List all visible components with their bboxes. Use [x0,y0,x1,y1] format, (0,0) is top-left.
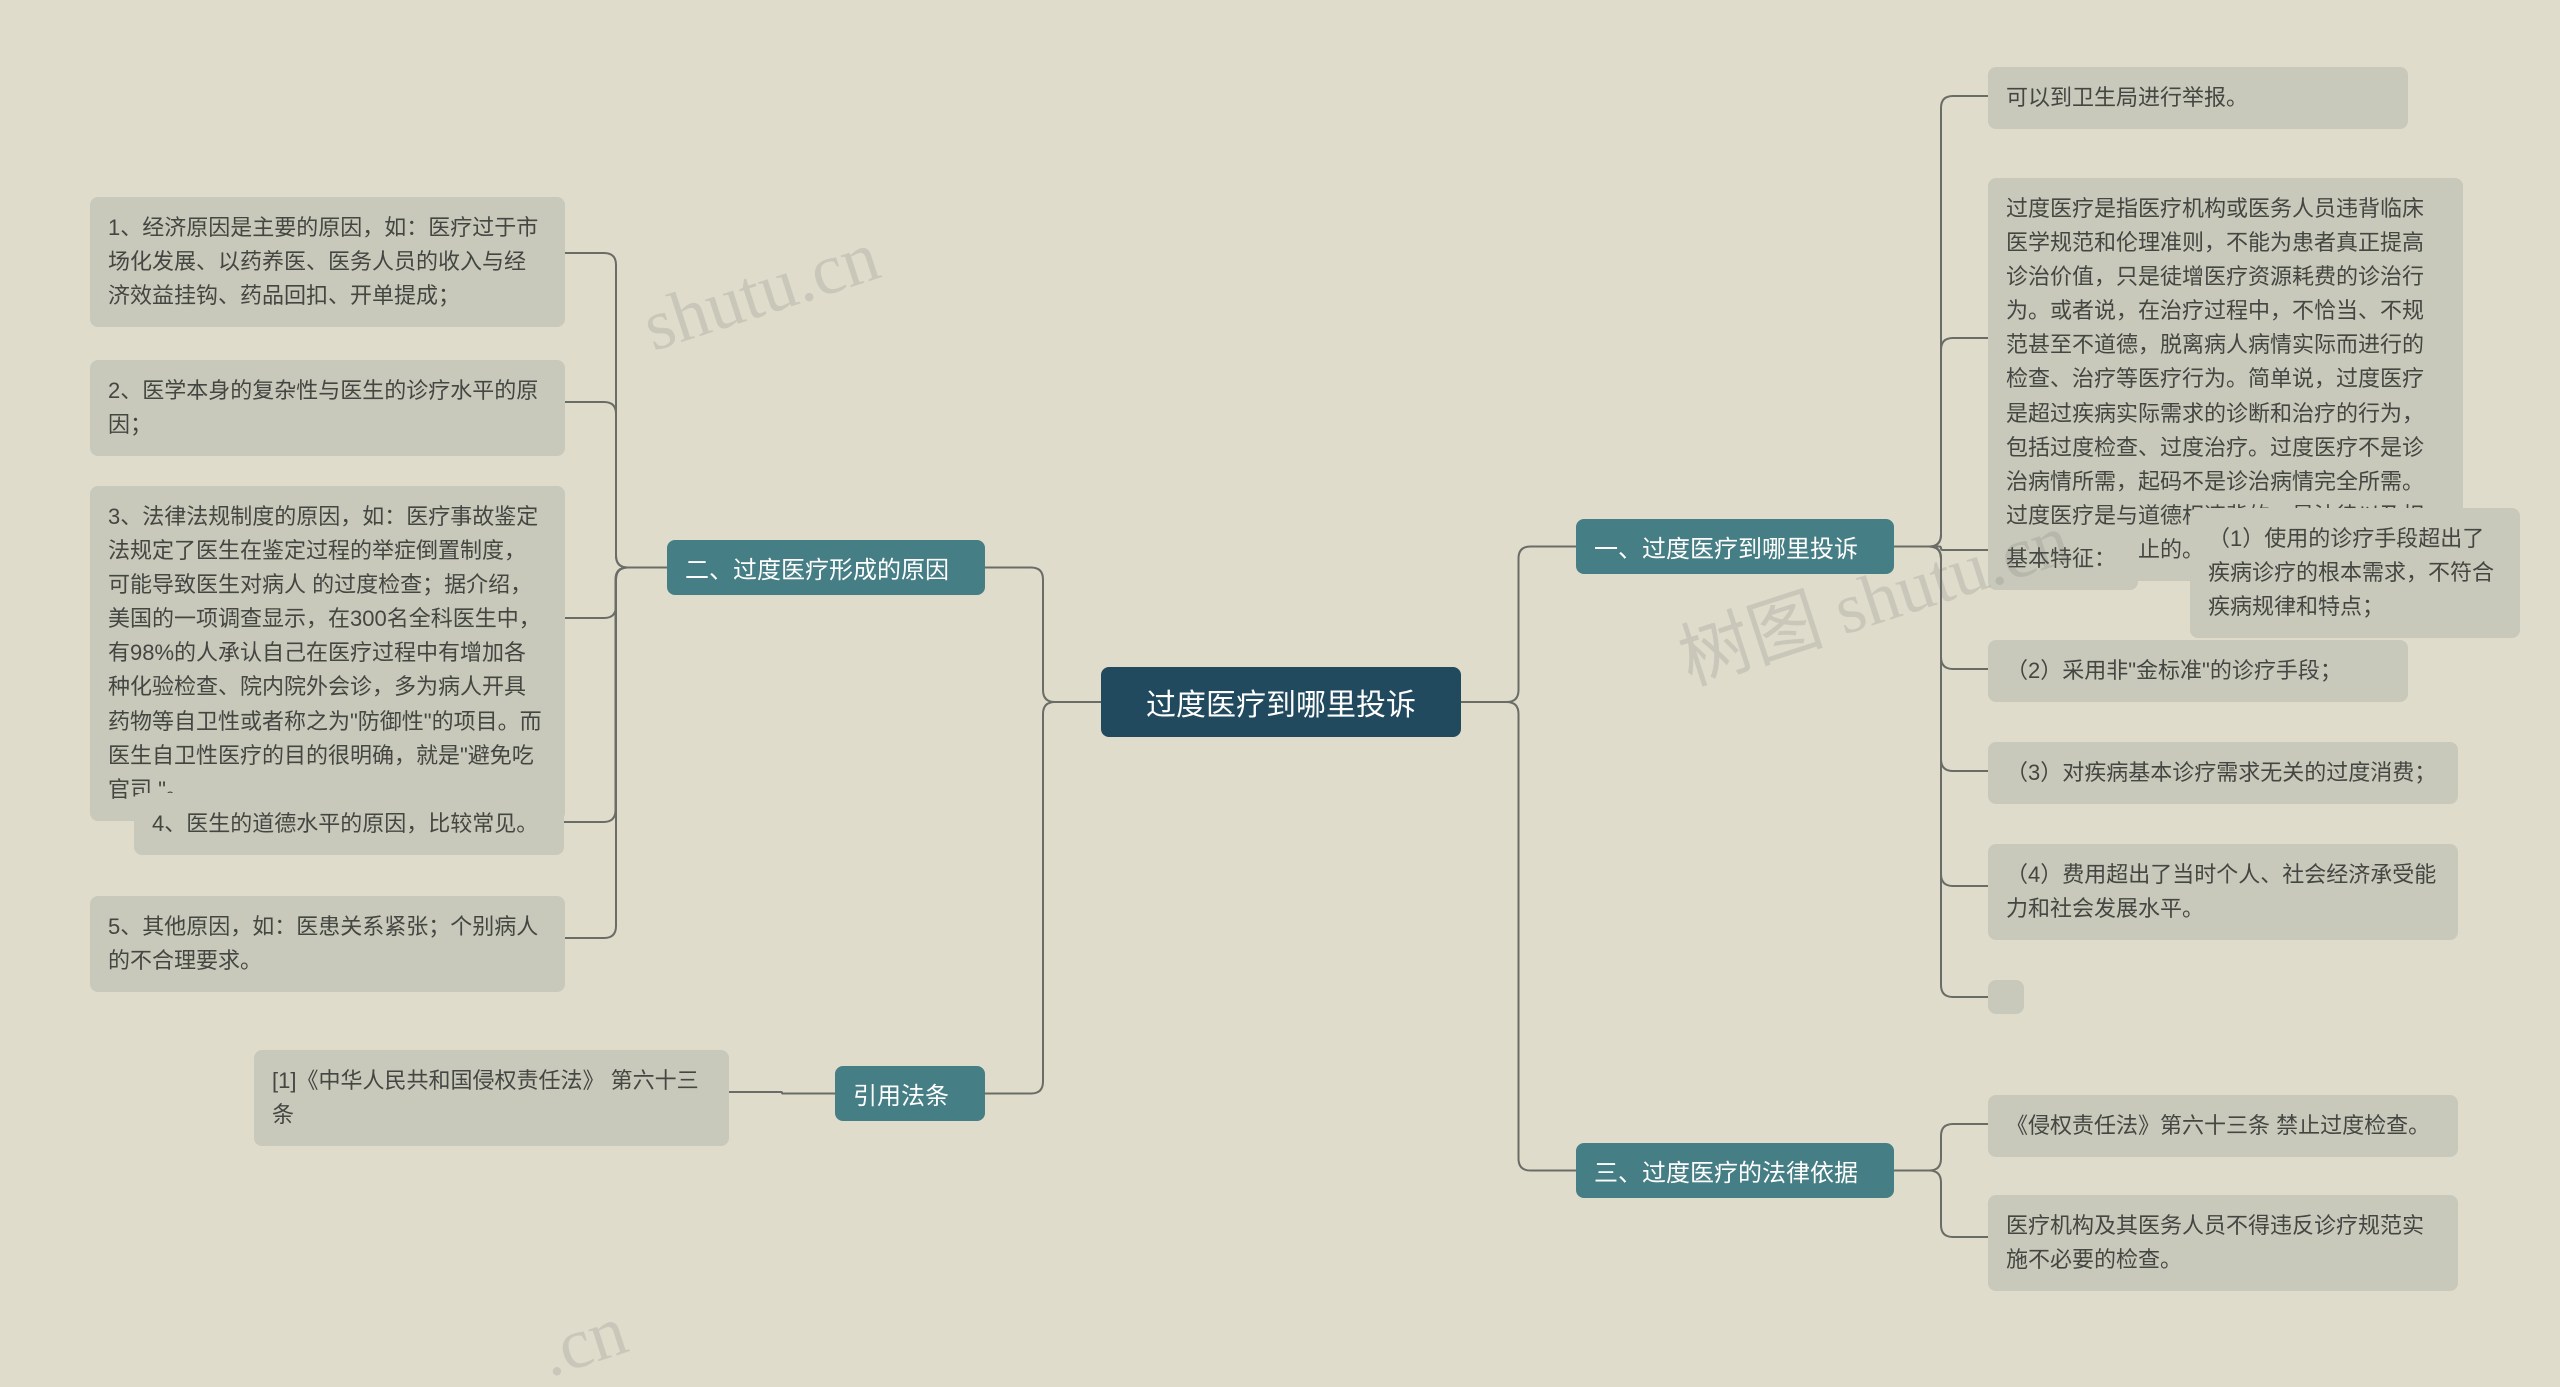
watermark-0: shutu.cn [633,215,889,369]
leaf-l2a: [1]《中华人民共和国侵权责任法》 第六十三条 [254,1050,729,1146]
branch-r1[interactable]: 一、过度医疗到哪里投诉 [1576,519,1894,574]
center-node[interactable]: 过度医疗到哪里投诉 [1101,667,1461,737]
watermark-2: .cn [529,1289,636,1387]
leaf-l1c: 3、法律法规制度的原因，如：医疗事故鉴定法规定了医生在鉴定过程的举症倒置制度，可… [90,486,565,821]
leaf-l1a: 1、经济原因是主要的原因，如：医疗过于市场化发展、以药养医、医务人员的收入与经济… [90,197,565,327]
leaf-r2b: 医疗机构及其医务人员不得违反诊疗规范实施不必要的检查。 [1988,1195,2458,1291]
leaf-l1d: 4、医生的道德水平的原因，比较常见。 [134,793,564,855]
leaf-r2a: 《侵权责任法》第六十三条 禁止过度检查。 [1988,1095,2458,1157]
leaf-r1g [1988,980,2024,1014]
leaf-r1c: 基本特征： [1988,528,2138,590]
leaf-r1a: 可以到卫生局进行举报。 [1988,67,2408,129]
leaf-l1b: 2、医学本身的复杂性与医生的诊疗水平的原因； [90,360,565,456]
branch-l1[interactable]: 二、过度医疗形成的原因 [667,540,985,595]
mindmap-canvas: 过度医疗到哪里投诉一、过度医疗到哪里投诉可以到卫生局进行举报。过度医疗是指医疗机… [0,0,2560,1387]
branch-r2[interactable]: 三、过度医疗的法律依据 [1576,1143,1894,1198]
leaf-r1c1: （1）使用的诊疗手段超出了疾病诊疗的根本需求，不符合疾病规律和特点； [2190,508,2520,638]
leaf-r1e: （3）对疾病基本诊疗需求无关的过度消费； [1988,742,2458,804]
branch-l2[interactable]: 引用法条 [835,1066,985,1121]
leaf-r1d: （2）采用非"金标准"的诊疗手段； [1988,640,2408,702]
leaf-r1f: （4）费用超出了当时个人、社会经济承受能力和社会发展水平。 [1988,844,2458,940]
leaf-l1e: 5、其他原因，如：医患关系紧张；个别病人的不合理要求。 [90,896,565,992]
